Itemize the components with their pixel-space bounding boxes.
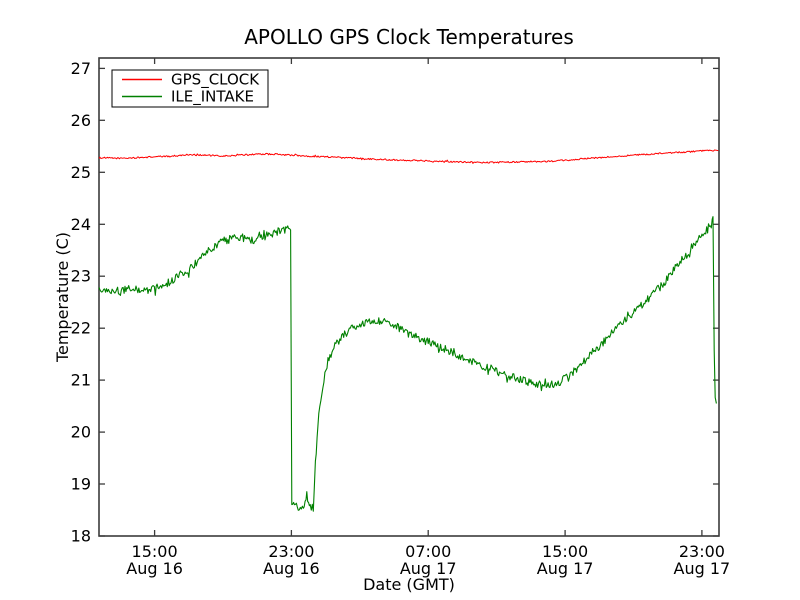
gps-clock-line: [98, 149, 719, 164]
ile-intake-line: [98, 216, 717, 512]
y-tick-label: 21: [71, 371, 91, 390]
chart-title: APOLLO GPS Clock Temperatures: [244, 25, 574, 49]
x-tick-label-time: 15:00: [542, 542, 588, 561]
x-tick-label-date: Aug 17: [537, 559, 594, 578]
x-tick-label-date: Aug 17: [400, 559, 457, 578]
y-tick-label: 22: [71, 319, 91, 338]
y-tick-label: 26: [71, 111, 91, 130]
y-tick-label: 25: [71, 163, 91, 182]
legend: GPS_CLOCK ILE_INTAKE: [111, 69, 269, 108]
data-series: [98, 149, 719, 512]
y-tick-label: 23: [71, 267, 91, 286]
x-tick-label-date: Aug 17: [674, 559, 731, 578]
legend-label-ile-intake: ILE_INTAKE: [171, 88, 254, 107]
x-tick-label-time: 23:00: [679, 542, 725, 561]
x-tick-label-time: 15:00: [132, 542, 178, 561]
y-tick-label: 18: [71, 527, 91, 546]
x-tick-label-time: 07:00: [405, 542, 451, 561]
x-tick-label-time: 23:00: [268, 542, 314, 561]
y-tick-label: 24: [71, 215, 91, 234]
y-tick-label: 27: [71, 59, 91, 78]
x-tick-label-date: Aug 16: [263, 559, 320, 578]
y-tick-label: 20: [71, 423, 91, 442]
x-axis-label: Date (GMT): [363, 575, 455, 594]
x-tick-label-date: Aug 16: [126, 559, 183, 578]
legend-box: [111, 69, 269, 108]
y-tick-label: 19: [71, 475, 91, 494]
plot-area: [98, 57, 720, 537]
legend-label-gps-clock: GPS_CLOCK: [171, 71, 260, 90]
y-axis-label: Temperature (C): [53, 232, 72, 363]
